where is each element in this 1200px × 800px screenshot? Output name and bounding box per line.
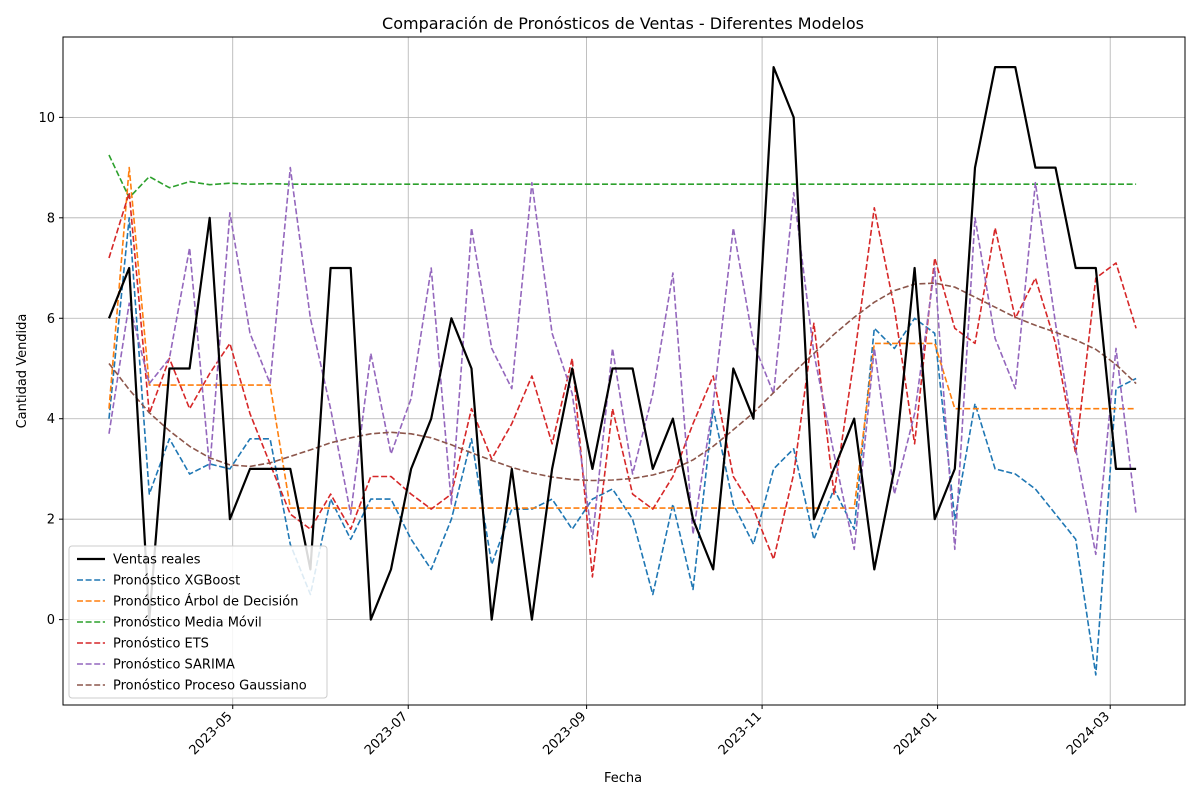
series-line-3 [108,154,1137,199]
legend-label-4: Pronóstico ETS [113,637,209,652]
legend-label-2: Pronóstico Árbol de Decisión [113,594,298,610]
y-tick-label: 2 [47,513,55,528]
x-tick-label: 2023-09 [540,709,589,758]
series-line-6 [108,282,1137,482]
legend-label-3: Pronóstico Media Móvil [113,616,262,631]
legend-label-1: Pronóstico XGBoost [113,574,240,589]
legend-box [68,545,328,699]
y-axis-label: Cantidad Vendida [15,314,30,429]
plot-frame [62,36,1186,706]
chart-title: Comparación de Pronósticos de Ventas - D… [382,14,864,33]
x-tick-label: 2024-03 [1064,709,1113,758]
legend-label-5: Pronóstico SARIMA [113,658,235,673]
x-axis-ticks: 2023-05 2023-07 2023-09 2023-11 2024-01 2024-… [187,705,1113,758]
series-line-4 [108,191,1137,578]
series-line-0 [107,65,1137,621]
x-tick-label: 2023-11 [716,709,765,758]
x-tick-label: 2024-01 [891,709,940,758]
series-line-1 [108,217,1137,676]
y-axis-ticks: 0 2 4 6 8 10 [38,111,63,628]
x-tick-label: 2023-05 [187,709,236,758]
x-tick-label: 2023-07 [362,709,411,758]
legend-label-0: Ventas reales [113,553,201,568]
y-tick-label: 6 [47,312,55,327]
y-tick-label: 0 [47,613,55,628]
legend: Ventas reales Pronóstico XGBoost Pronóstic… [68,545,328,699]
series-line-5 [108,166,1137,556]
y-tick-label: 10 [38,111,55,126]
legend-label-6: Pronóstico Proceso Gaussiano [113,679,307,694]
y-tick-label: 8 [47,211,55,226]
grid [63,37,1185,705]
x-axis-label: Fecha [604,771,642,786]
series-layer [107,65,1137,676]
y-tick-label: 4 [47,412,55,427]
series-line-2 [108,166,1137,509]
